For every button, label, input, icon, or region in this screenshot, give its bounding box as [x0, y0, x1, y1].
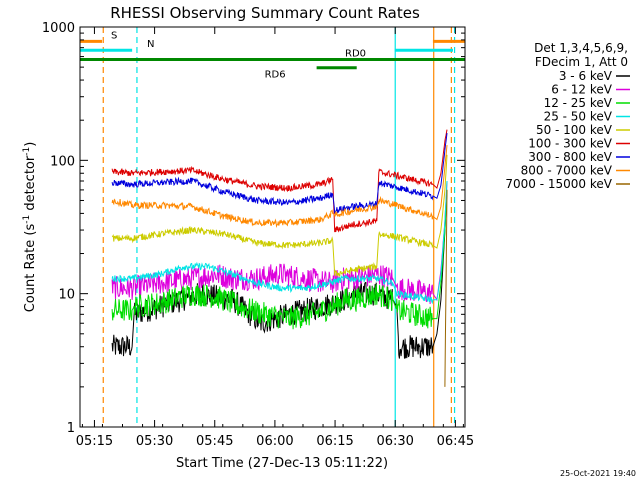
series-line-12-25-kev: [111, 189, 448, 330]
observing-flags: S N RD0 RD6: [80, 30, 465, 81]
y-tick-label: 10: [58, 288, 75, 303]
flag-label-rd0: RD0: [345, 49, 366, 60]
x-tick-label: 06:30: [376, 434, 413, 449]
chart-title: RHESSI Observing Summary Count Rates: [110, 4, 420, 22]
y-axis-label-sup2: -1: [22, 147, 32, 156]
x-tick-label: 05:15: [76, 434, 113, 449]
series-line-100-300-kev: [111, 129, 448, 233]
legend: Det 1,3,4,5,6,9, FDecim 1, Att 0 3 - 6 k…: [505, 41, 630, 191]
legend-label-25-50-kev: 25 - 50 keV: [544, 110, 613, 124]
x-tick-label: 05:45: [196, 434, 233, 449]
series-line-6-12-kev: [111, 180, 448, 305]
legend-label-7000-15000-kev: 7000 - 15000 keV: [505, 177, 612, 191]
series-lines: [111, 129, 448, 387]
plot-frame: [79, 26, 466, 428]
y-axis-label-part2: detector: [23, 155, 38, 215]
y-axis: 1 10 100 1000: [42, 21, 465, 436]
flag-label-n: N: [147, 39, 154, 50]
x-tick-label: 06:15: [316, 434, 353, 449]
x-axis-label: Start Time (27-Dec-13 05:11:22): [176, 456, 388, 471]
legend-header-line-2: FDecim 1, Att 0: [535, 55, 628, 69]
x-axis: 05:15 05:30 05:45 06:00 06:15 06:30 06:45: [76, 27, 474, 449]
x-tick-label: 05:30: [136, 434, 173, 449]
y-axis-label: Count Rate (s-1 detector-1): [22, 142, 38, 313]
legend-label-800-7000-kev: 800 - 7000 keV: [521, 164, 613, 178]
series-line-300-800-kev: [111, 133, 448, 215]
y-tick-label: 1: [67, 421, 75, 436]
flag-label-s: S: [111, 30, 117, 41]
legend-label-3-6-kev: 3 - 6 keV: [559, 69, 613, 83]
y-axis-label-part3: ): [23, 142, 38, 147]
y-axis-label-part1: Count Rate (s: [23, 224, 38, 313]
legend-label-50-100-kev: 50 - 100 keV: [536, 123, 613, 137]
vertical-markers: [102, 27, 456, 427]
y-axis-label-sup1: -1: [22, 215, 32, 224]
legend-label-300-800-kev: 300 - 800 keV: [528, 150, 612, 164]
footer-timestamp: 25-Oct-2021 19:40: [560, 469, 636, 478]
legend-label-100-300-kev: 100 - 300 keV: [528, 137, 612, 151]
y-tick-label: 1000: [42, 21, 75, 36]
x-tick-label: 06:00: [256, 434, 293, 449]
x-tick-label: 06:45: [437, 434, 474, 449]
series-line-25-50-kev: [111, 180, 448, 305]
flag-label-rd6: RD6: [265, 70, 286, 81]
legend-label-6-12-kev: 6 - 12 keV: [551, 83, 613, 97]
y-tick-label: 100: [50, 154, 75, 169]
legend-header-line-1: Det 1,3,4,5,6,9,: [534, 41, 628, 55]
series-line-7000-15000-kev: [444, 189, 448, 387]
series-line-800-7000-kev: [111, 145, 448, 228]
series-line-50-100-kev: [111, 154, 448, 278]
legend-label-12-25-kev: 12 - 25 keV: [544, 96, 613, 110]
